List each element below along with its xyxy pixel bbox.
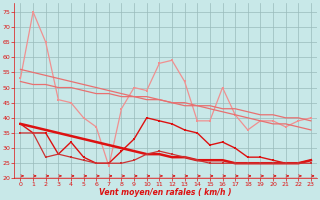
X-axis label: Vent moyen/en rafales ( km/h ): Vent moyen/en rafales ( km/h ) (100, 188, 232, 197)
